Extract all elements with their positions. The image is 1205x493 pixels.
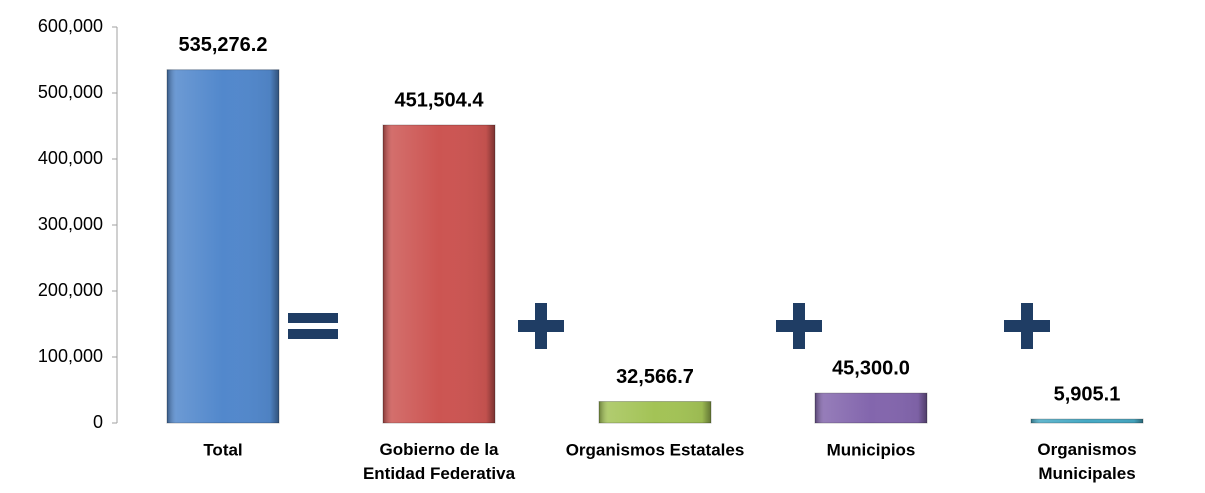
bar-shade <box>167 69 279 423</box>
data-label: 45,300.0 <box>832 357 910 379</box>
bar-shade <box>599 401 711 423</box>
y-tick-label: 200,000 <box>38 280 103 300</box>
y-tick-label: 600,000 <box>38 16 103 36</box>
x-tick-label: Gobierno de la Entidad Federativa <box>363 440 516 483</box>
x-tick-label: Organismos Estatales <box>566 440 745 459</box>
plus-sign <box>518 303 564 349</box>
y-tick-label: 100,000 <box>38 346 103 366</box>
y-tick-label: 400,000 <box>38 148 103 168</box>
y-tick-label: 0 <box>93 412 103 432</box>
plus-sign <box>776 303 822 349</box>
plus-sign <box>1004 303 1050 349</box>
x-tick-label: Organismos Municipales <box>1037 440 1136 483</box>
y-tick-label: 500,000 <box>38 82 103 102</box>
bar-shade <box>1031 419 1143 423</box>
bar-shade <box>815 393 927 423</box>
y-tick-label: 300,000 <box>38 214 103 234</box>
bar-shade <box>383 125 495 424</box>
equals-sign <box>288 313 338 339</box>
x-tick-label: Total <box>203 440 242 459</box>
data-label: 535,276.2 <box>179 34 268 56</box>
x-tick-label: Municipios <box>827 440 916 459</box>
data-label: 451,504.4 <box>395 89 485 111</box>
data-label: 32,566.7 <box>616 366 694 388</box>
data-label: 5,905.1 <box>1054 383 1121 405</box>
